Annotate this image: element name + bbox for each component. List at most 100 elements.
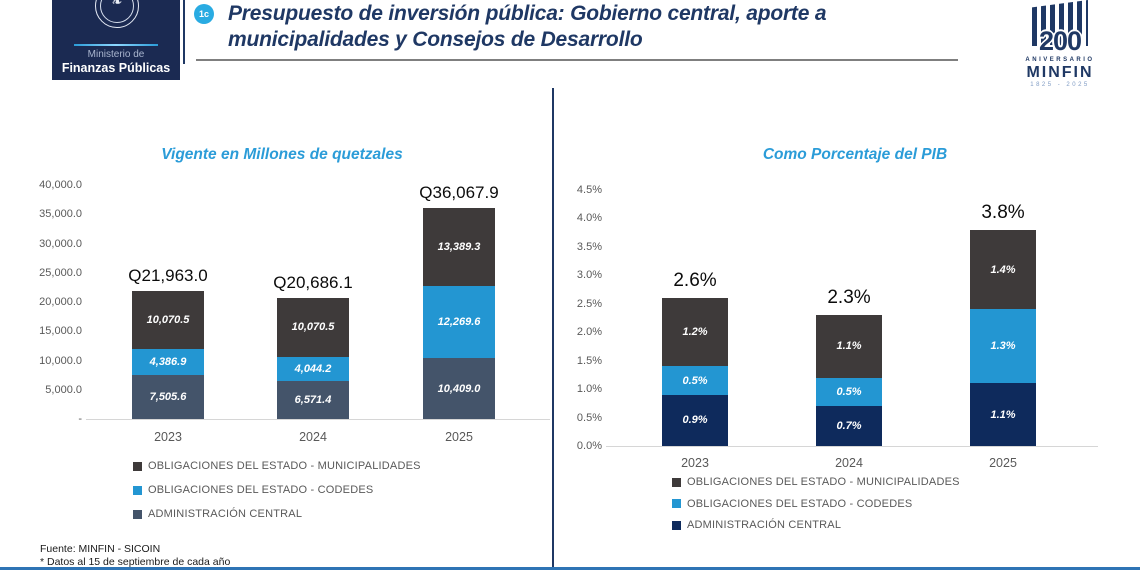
legend-label: OBLIGACIONES DEL ESTADO - MUNICIPALIDADE… <box>687 476 960 488</box>
legend-item: OBLIGACIONES DEL ESTADO - CODEDES <box>672 498 912 510</box>
legend-item: OBLIGACIONES DEL ESTADO - CODEDES <box>133 484 373 496</box>
legend-label: OBLIGACIONES DEL ESTADO - MUNICIPALIDADE… <box>148 460 421 472</box>
minfin-200-logo: 200 ANIVERSARIO MINFIN 1825 - 2025 <box>1008 0 1112 92</box>
ministry-logo: Ministerio de Finanzas Públicas <box>52 0 180 80</box>
bar-segment <box>277 297 349 357</box>
anniversary-org: MINFIN <box>1026 64 1094 81</box>
anniversary-years: 1825 - 2025 <box>1030 82 1090 88</box>
bar-segment-label: 0.5% <box>682 374 708 387</box>
chart-title: Vigente en Millones de quetzales <box>161 146 403 163</box>
ministry-logo-line2: Finanzas Públicas <box>61 61 171 75</box>
anniversary-number: 200 <box>1038 26 1082 56</box>
y-tick-label: 0.0% <box>576 439 602 452</box>
y-tick-label: 1.5% <box>576 354 602 367</box>
x-axis-line <box>606 446 1098 447</box>
bar-segment <box>277 356 349 381</box>
data-cutoff-note: * Datos al 15 de septiembre de cada año <box>40 556 231 568</box>
bar-segment-label: 6,571.4 <box>294 393 332 406</box>
legend-item: OBLIGACIONES DEL ESTADO - MUNICIPALIDADE… <box>133 460 421 472</box>
bar-segment-label: 1.2% <box>682 326 708 339</box>
legend-swatch <box>672 520 681 530</box>
y-tick-label: 15,000.0 <box>39 325 82 338</box>
x-category-label: 2025 <box>445 430 473 444</box>
bar-segment <box>277 380 349 419</box>
legend-label: OBLIGACIONES DEL ESTADO - CODEDES <box>148 484 374 496</box>
y-tick-label: - <box>78 413 82 425</box>
bar-segment-label: 1.1% <box>836 340 862 353</box>
slide-number-badge: 1c <box>194 4 214 24</box>
bar-total-label: Q36,067.9 <box>419 183 499 202</box>
bar-segment <box>662 366 728 395</box>
bar-segment-label: 1.3% <box>990 340 1016 353</box>
bar-segment <box>816 315 882 378</box>
legend-item: OBLIGACIONES DEL ESTADO - MUNICIPALIDADE… <box>672 476 960 488</box>
bar-segment <box>662 298 728 367</box>
legend-swatch <box>133 509 142 519</box>
bar-segment-label: 10,070.5 <box>291 321 335 334</box>
legend-item: ADMINISTRACIÓN CENTRAL <box>672 519 841 531</box>
y-tick-label: 5,000.0 <box>45 383 82 396</box>
legend-item: ADMINISTRACIÓN CENTRAL <box>133 508 302 520</box>
page-title: Presupuesto de inversión pública: Gobier… <box>228 1 908 53</box>
page-title-line2: municipalidades y Consejos de Desarrollo <box>228 28 643 51</box>
bar-segment <box>132 349 204 376</box>
bar-segment <box>970 229 1036 310</box>
bar-segment <box>816 406 882 446</box>
bar-total-label: 3.8% <box>981 201 1025 223</box>
y-tick-label: 4.5% <box>576 184 602 196</box>
bar-segment-label: 4,044.2 <box>294 362 332 375</box>
y-tick-label: 3.5% <box>576 240 602 253</box>
y-tick-label: 30,000.0 <box>39 237 82 250</box>
building-columns-icon <box>1032 0 1088 46</box>
panel-divider <box>552 88 554 570</box>
bar-total-label: Q20,686.1 <box>273 272 353 292</box>
y-tick-label: 20,000.0 <box>39 296 82 308</box>
ministry-logo-line1: Ministerio de <box>87 49 145 60</box>
bar-segment-label: 10,409.0 <box>437 382 481 395</box>
bar-total-label: 2.3% <box>827 287 871 309</box>
page-title-line1: Presupuesto de inversión pública: Gobier… <box>228 2 827 25</box>
x-category-label: 2024 <box>299 430 327 444</box>
bar-segment <box>970 383 1036 446</box>
y-tick-label: 1.0% <box>576 383 602 396</box>
y-tick-label: 2.0% <box>576 326 602 339</box>
legend-swatch <box>133 485 142 495</box>
bar-segment <box>423 358 495 419</box>
y-tick-label: 10,000.0 <box>39 354 82 367</box>
header-vertical-rule <box>183 0 185 64</box>
legend-swatch <box>672 477 681 487</box>
bar-segment-label: 1.4% <box>990 263 1016 276</box>
source-note: Fuente: MINFIN - SICOIN <box>40 543 161 555</box>
bar-total-label: Q21,963.0 <box>128 265 208 285</box>
bar-segment <box>816 377 882 407</box>
bar-segment <box>132 290 204 350</box>
legend-swatch <box>133 461 142 471</box>
logo-divider <box>74 44 158 46</box>
bar-segment-label: 0.9% <box>682 414 708 427</box>
bottom-accent-line <box>0 567 1140 570</box>
legend-label: OBLIGACIONES DEL ESTADO - CODEDES <box>687 497 913 510</box>
x-category-label: 2024 <box>835 456 863 470</box>
y-tick-label: 0.5% <box>576 411 602 424</box>
y-tick-label: 35,000.0 <box>39 208 82 221</box>
chart-title: Como Porcentaje del PIB <box>762 146 948 163</box>
bar-segment-label: 1.1% <box>990 408 1016 421</box>
bar-segment-label: 13,389.3 <box>437 241 481 254</box>
y-tick-label: 40,000.0 <box>39 179 82 191</box>
bar-segment <box>423 286 495 359</box>
bar-segment-label: 0.5% <box>836 385 862 398</box>
x-category-label: 2025 <box>989 456 1017 470</box>
x-axis-line <box>86 419 550 420</box>
bar-segment-label: 12,269.6 <box>437 316 481 329</box>
bar-segment-label: 10,070.5 <box>146 313 190 326</box>
bar-segment-label: 7,505.6 <box>149 391 187 404</box>
legend-label: ADMINISTRACIÓN CENTRAL <box>148 508 303 520</box>
title-underline <box>196 59 958 61</box>
x-category-label: 2023 <box>154 430 182 444</box>
y-tick-label: 2.5% <box>576 297 602 310</box>
y-tick-label: 3.0% <box>576 269 602 282</box>
y-tick-label: 25,000.0 <box>39 266 82 279</box>
bar-segment-label: 4,386.9 <box>149 356 187 369</box>
